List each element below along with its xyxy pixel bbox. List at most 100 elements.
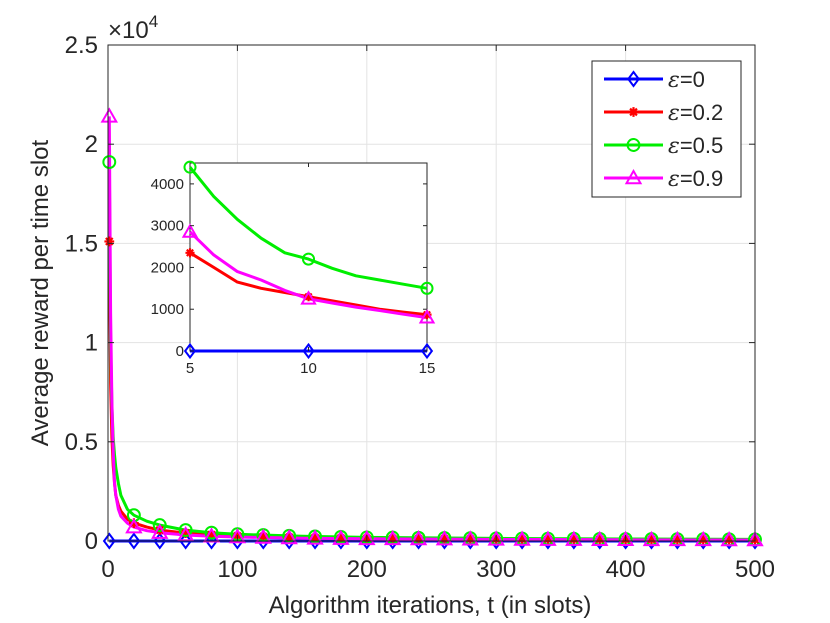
inset-data-point-marker — [422, 310, 432, 320]
y-tick-label: 0.5 — [65, 429, 98, 456]
x-tick-label: 200 — [347, 556, 387, 583]
inset-data-point-marker — [420, 342, 434, 360]
inset-markers-0p2 — [185, 248, 432, 320]
series-0p9 — [107, 116, 756, 542]
legend-marker — [628, 107, 639, 117]
data-point-marker — [180, 528, 191, 538]
data-point-marker — [306, 529, 324, 545]
inset-ticks: 5 10 15 0 1000 2000 3000 4000 — [151, 163, 436, 377]
inset-markers-0p9 — [181, 223, 436, 324]
data-point-marker — [517, 534, 527, 544]
legend-item-0p9: ε=0.9 — [604, 166, 723, 192]
data-point-marker — [439, 533, 450, 544]
legend-marker — [626, 138, 641, 152]
data-point-marker — [102, 155, 117, 170]
legend-label: ε=0 — [668, 67, 705, 93]
data-point-marker — [590, 530, 609, 546]
inset-data-point-marker — [301, 252, 316, 266]
inset-x-tick-label: 10 — [300, 360, 317, 377]
data-point-marker — [465, 533, 476, 544]
data-point-marker — [568, 534, 579, 545]
data-point-marker — [668, 530, 687, 547]
legend-item-0p5: ε=0.5 — [604, 133, 723, 159]
data-point-marker — [724, 534, 735, 545]
inset-data-point-marker — [181, 223, 199, 238]
y-axis-label: Average reward per time slot — [27, 139, 54, 446]
data-point-marker — [228, 528, 247, 544]
y-tick-label: 0 — [85, 528, 98, 555]
legend-box — [591, 60, 742, 198]
legend: ε=0 ε=0.2 ε=0.5 ε=0.9 — [591, 60, 742, 198]
data-point-marker — [383, 529, 402, 546]
data-point-marker — [539, 530, 557, 546]
data-point-marker — [461, 530, 480, 546]
x-tick-label: 0 — [101, 556, 114, 583]
legend-item-0: ε=0 — [604, 67, 705, 93]
inset-y-tick-label: 1000 — [151, 301, 184, 318]
series-markers-0p9 — [100, 107, 764, 547]
y-exponent-label: ×104 — [108, 12, 158, 44]
main-axes-box — [107, 44, 756, 542]
inset-x-tick-label: 15 — [419, 360, 436, 377]
data-point-marker — [204, 525, 219, 540]
inset-chart: 5 10 15 0 1000 2000 3000 4000 — [151, 160, 436, 377]
inset-data-point-marker — [183, 160, 197, 174]
legend-marker — [624, 168, 643, 185]
data-point-marker — [672, 534, 683, 545]
x-tick-label: 100 — [217, 556, 257, 583]
series-line-0p9 — [107, 116, 756, 542]
data-point-marker — [336, 533, 346, 543]
data-point-marker — [543, 534, 553, 545]
data-point-marker — [594, 534, 605, 545]
data-point-marker — [565, 530, 583, 546]
data-point-marker — [358, 529, 376, 546]
y-tick-label: 2.5 — [65, 32, 98, 59]
inset-data-point-marker — [183, 342, 197, 360]
data-point-marker — [178, 523, 193, 538]
y-tick-label: 2 — [85, 131, 98, 158]
data-point-marker — [102, 532, 116, 550]
data-point-marker — [332, 529, 350, 545]
data-point-marker — [513, 530, 531, 546]
data-point-marker — [487, 530, 505, 546]
legend-label: ε=0.2 — [668, 100, 723, 126]
data-point-marker — [176, 526, 195, 542]
data-point-marker — [698, 534, 709, 545]
x-axis-label: Algorithm iterations, t (in slots) — [269, 592, 592, 619]
data-point-marker — [646, 534, 657, 545]
data-point-marker — [254, 528, 273, 544]
data-point-marker — [413, 533, 424, 544]
data-point-marker — [128, 518, 139, 529]
y-tick-label: 1 — [85, 330, 98, 357]
inset-data-point-marker — [300, 290, 317, 305]
inset-x-tick-label: 5 — [186, 360, 194, 377]
data-point-marker — [206, 529, 217, 540]
data-point-marker — [642, 530, 661, 547]
legend-marker — [627, 70, 640, 88]
data-point-marker — [100, 107, 119, 123]
inset-y-tick-label: 0 — [176, 343, 184, 360]
legend-item-0p2: ε=0.2 — [604, 100, 723, 126]
inset-data-point-marker — [303, 292, 314, 302]
inset-data-point-marker — [420, 281, 434, 295]
data-point-marker — [694, 530, 712, 547]
legend-label: ε=0.9 — [668, 166, 723, 192]
y-tick-label: 1.5 — [65, 230, 98, 257]
data-point-marker — [280, 528, 298, 545]
data-point-marker — [125, 518, 143, 534]
data-point-marker — [151, 523, 169, 539]
data-point-marker — [258, 531, 269, 542]
x-tick-label: 300 — [476, 556, 516, 583]
data-point-marker — [310, 532, 320, 543]
inset-data-point-marker — [185, 248, 195, 258]
data-point-marker — [127, 532, 141, 550]
data-point-marker — [435, 530, 454, 546]
data-point-marker — [409, 530, 428, 546]
data-point-marker — [179, 532, 193, 550]
inset-data-point-marker — [302, 342, 315, 360]
inset-data-point-marker — [418, 309, 436, 324]
legend-items: ε=0 ε=0.2 ε=0.5 ε=0.9 — [604, 67, 723, 192]
data-point-marker — [387, 533, 398, 544]
x-tick-label: 400 — [606, 556, 646, 583]
